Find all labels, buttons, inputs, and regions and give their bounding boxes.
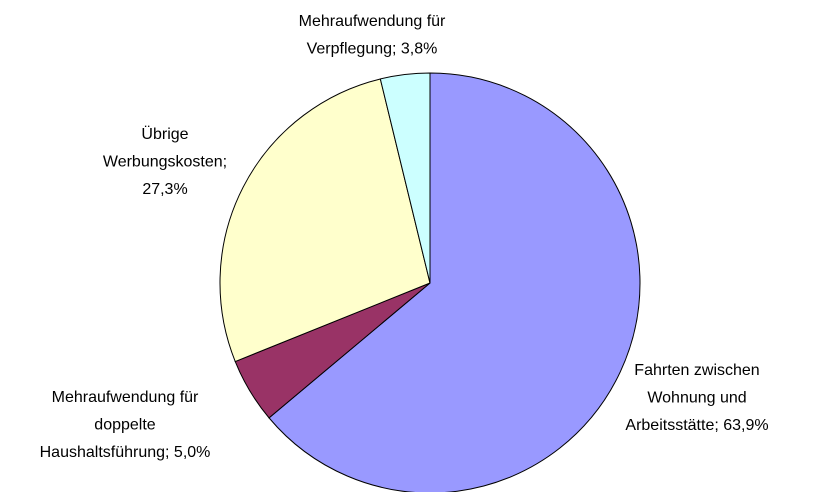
data-label: Fahrten zwischen Wohnung und Arbeitsstätte…: [625, 362, 768, 434]
label-line: Arbeitsstätte; 63,9%: [625, 417, 768, 434]
pie-slice: [219, 78, 431, 363]
label-line: doppelte: [94, 417, 155, 434]
pie-slice: [379, 72, 431, 284]
data-label: Mehraufwendung für Verpflegung; 3,8%: [299, 13, 446, 58]
label-line: Werbungskosten;: [103, 154, 227, 171]
label-line: 27,3%: [142, 181, 187, 198]
label-line: Mehraufwendung für: [52, 389, 199, 406]
label-line: Fahrten zwischen: [634, 362, 759, 379]
data-label: Übrige Werbungskosten; 27,3%: [103, 125, 227, 198]
label-line: Verpflegung; 3,8%: [307, 41, 438, 58]
label-line: Wohnung und: [647, 390, 746, 407]
label-line: Haushaltsführung; 5,0%: [40, 444, 211, 461]
label-line: Übrige: [141, 125, 188, 143]
label-line: Mehraufwendung für: [299, 13, 446, 30]
data-label: Mehraufwendung für doppelte Haushaltsführu…: [40, 389, 211, 461]
pie-slice: [268, 72, 641, 492]
